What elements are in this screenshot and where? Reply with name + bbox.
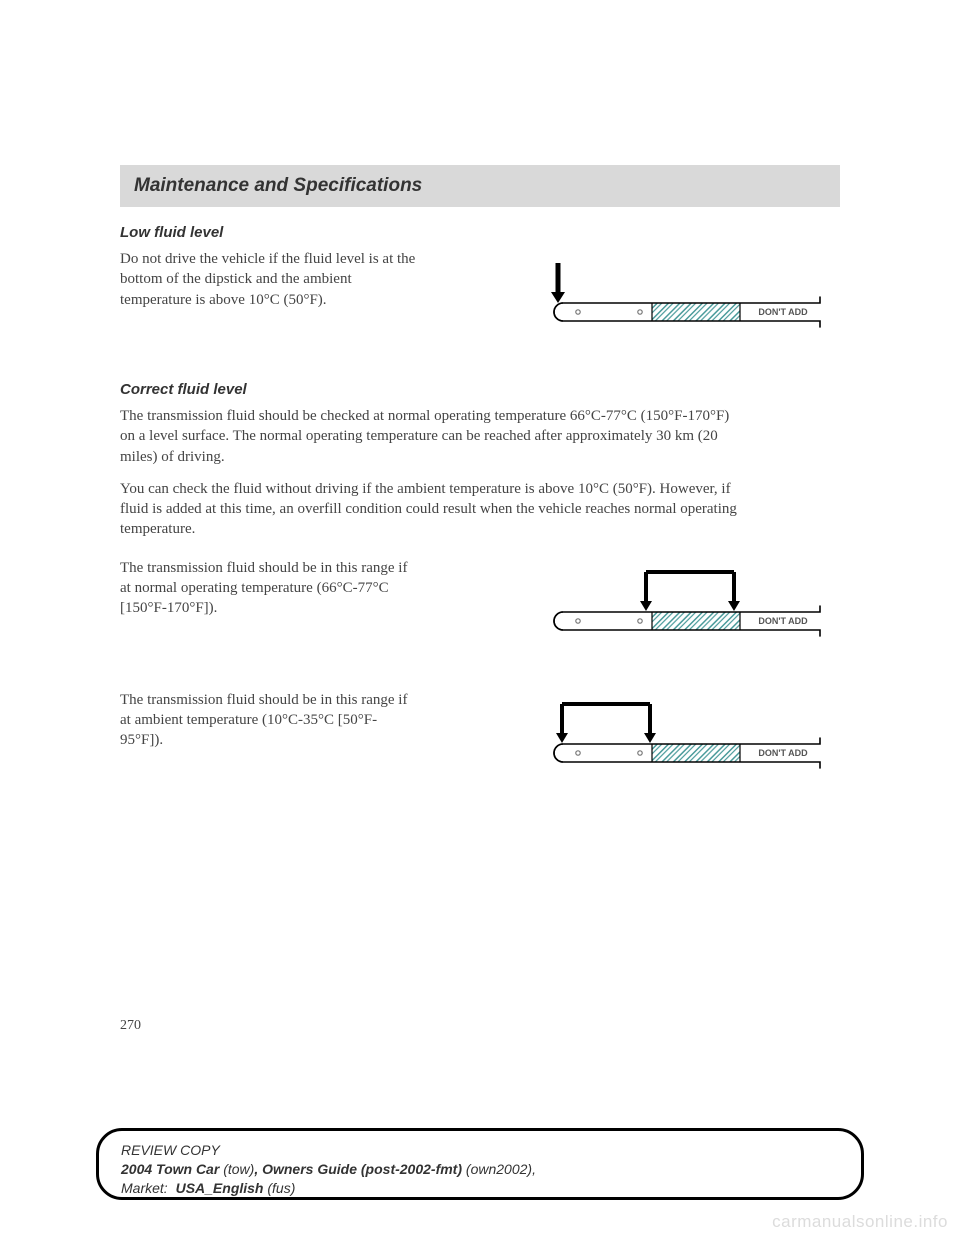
- correct-para-2: You can check the fluid without driving …: [120, 479, 740, 540]
- section-header-text: Maintenance and Specifications: [134, 175, 422, 197]
- watermark-text: carmanualsonline.info: [772, 1212, 948, 1232]
- footer-line-1: REVIEW COPY: [121, 1141, 839, 1160]
- footer-line-2: 2004 Town Car (tow), Owners Guide (post-…: [121, 1160, 839, 1179]
- dipstick-normal-block: The transmission fluid should be in this…: [120, 558, 840, 650]
- low-fluid-heading: Low fluid level: [120, 224, 840, 241]
- low-fluid-para: Do not drive the vehicle if the fluid le…: [120, 249, 420, 310]
- dipstick-diagram-low: DON'T ADD: [438, 249, 840, 341]
- correct-fluid-heading: Correct fluid level: [120, 381, 840, 398]
- svg-text:DON'T ADD: DON'T ADD: [758, 307, 808, 317]
- svg-text:DON'T ADD: DON'T ADD: [758, 616, 808, 626]
- page-number: 270: [120, 1018, 141, 1034]
- correct-para-3: The transmission fluid should be in this…: [120, 558, 420, 619]
- content-area: Low fluid level Do not drive the vehicle…: [120, 224, 840, 782]
- correct-para-1: The transmission fluid should be checked…: [120, 406, 730, 467]
- dipstick-diagram-normal: DON'T ADD: [438, 558, 840, 650]
- low-fluid-block: Do not drive the vehicle if the fluid le…: [120, 249, 840, 341]
- correct-para-4: The transmission fluid should be in this…: [120, 690, 420, 751]
- footer-box: REVIEW COPY 2004 Town Car (tow), Owners …: [96, 1128, 864, 1200]
- dipstick-diagram-ambient: DON'T ADD: [438, 690, 840, 782]
- dipstick-ambient-block: The transmission fluid should be in this…: [120, 690, 840, 782]
- manual-page: Maintenance and Specifications Low fluid…: [0, 0, 960, 1242]
- svg-text:DON'T ADD: DON'T ADD: [758, 748, 808, 758]
- section-header: Maintenance and Specifications: [120, 165, 840, 207]
- footer-line-3: Market: USA_English (fus): [121, 1179, 839, 1198]
